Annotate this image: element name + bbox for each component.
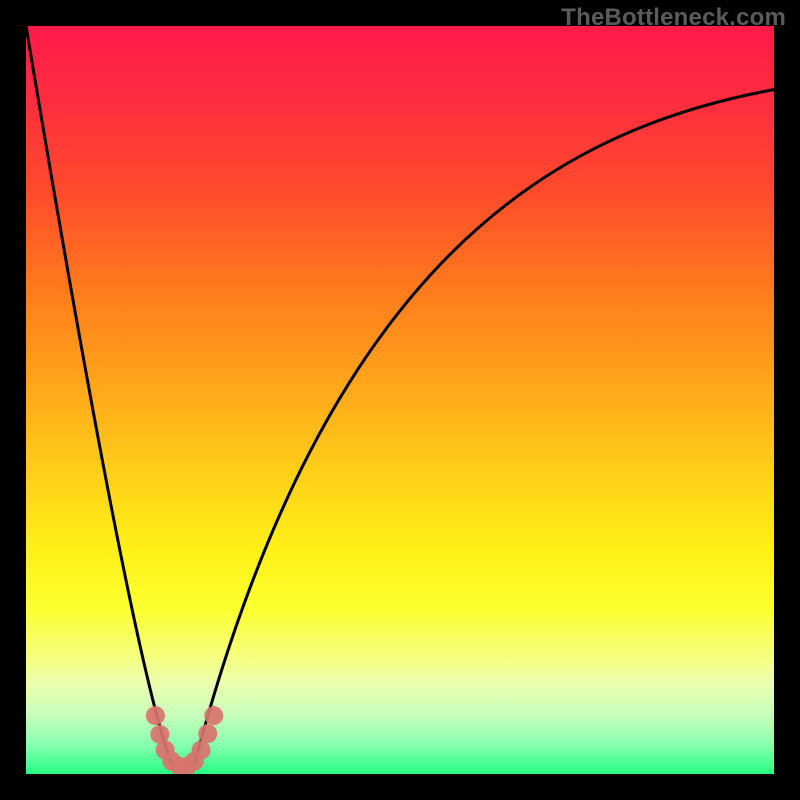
gradient-background (26, 26, 774, 774)
watermark-text: TheBottleneck.com (561, 4, 786, 32)
dip-marker (146, 706, 165, 725)
dip-marker (192, 741, 211, 760)
plot-svg (26, 26, 774, 774)
dip-marker (204, 706, 223, 725)
plot-frame (26, 26, 774, 774)
dip-marker (198, 724, 217, 743)
stage: TheBottleneck.com (0, 0, 800, 800)
